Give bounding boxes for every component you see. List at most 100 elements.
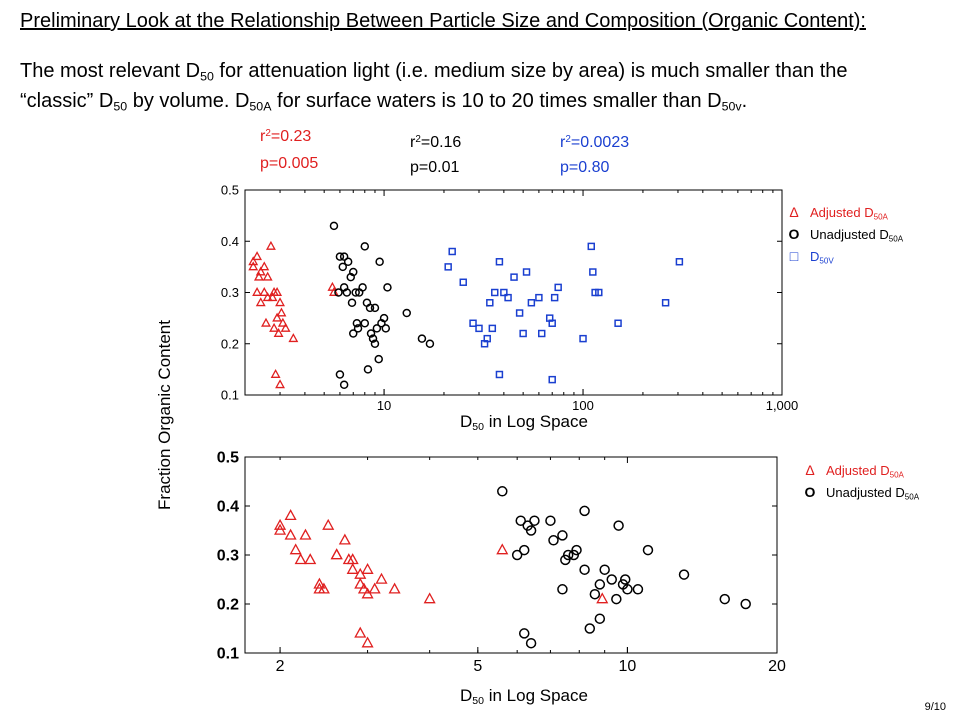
- bottom-chart-unadjusted-point: [594, 613, 606, 624]
- top-chart-d50v-point: [500, 288, 508, 297]
- bottom-chart-adjusted-point: [388, 582, 401, 594]
- top-chart-unadjusted-point: [366, 329, 376, 338]
- bottom-chart-unadjusted-point: [557, 584, 568, 595]
- top-chart-unadjusted-point: [339, 283, 349, 292]
- bottom-chart-unadjusted-point: [579, 505, 590, 517]
- top-chart-d50v-point: [589, 268, 597, 276]
- bottom-chart-adjusted-point: [354, 577, 367, 589]
- bottom-chart-unadjusted-point: [642, 544, 654, 556]
- top-chart-unadjusted-point: [339, 380, 349, 389]
- top-chart-y-tick-label: 0.1: [221, 388, 239, 403]
- subtitle-sub: 50: [113, 99, 128, 114]
- bottom-chart-adjusted-point: [375, 572, 388, 584]
- bottom-chart-adjusted-point: [338, 533, 351, 545]
- bottom-chart-y-tick-label: 0.4: [217, 499, 239, 516]
- top-chart-unadjusted-point: [362, 298, 372, 307]
- top-chart-x-tick-label: 100: [572, 398, 594, 413]
- bottom-chart-unadjusted-point: [611, 593, 622, 605]
- bottom-chart-unadjusted-point: [560, 554, 571, 566]
- bottom-chart-adjusted-point: [496, 543, 509, 555]
- subtitle-text: The most relevant D: [20, 60, 201, 82]
- bottom-chart-unadjusted-point: [599, 564, 610, 575]
- bottom-chart-unadjusted-point: [632, 584, 644, 595]
- bottom-chart-adjusted-point: [299, 528, 312, 540]
- top-chart-unadjusted-point: [334, 288, 343, 297]
- top-chart-adjusted-point: [273, 327, 284, 337]
- bottom-chart-y-tick-label: 0.2: [217, 597, 239, 614]
- bottom-chart-adjusted-point: [330, 548, 343, 560]
- top-chart-d50v-point: [675, 258, 684, 266]
- top-chart-unadjusted-point: [375, 257, 384, 266]
- top-chart-d50v-point: [510, 273, 518, 281]
- bottom-chart-unadjusted-point: [525, 637, 537, 649]
- top-chart-adjusted-point: [276, 307, 287, 317]
- top-chart-unadjusted-point: [377, 319, 386, 328]
- bottom-chart-x-axis-label: D50 in Log Space: [460, 686, 588, 708]
- bottom-chart-unadjusted-point: [740, 598, 751, 610]
- top-chart-adjusted-point: [259, 261, 270, 271]
- bottom-chart-unadjusted-point: [545, 515, 556, 526]
- top-chart-plot-frame: [244, 189, 783, 396]
- top-chart-unadjusted-point: [335, 252, 345, 261]
- top-chart-unadjusted-point: [360, 319, 370, 328]
- bottom-chart-unadjusted-point: [525, 525, 537, 536]
- top-chart-unadjusted-point: [347, 298, 357, 307]
- top-chart-d50v-point: [614, 319, 622, 327]
- top-chart-adjusted-point: [255, 266, 266, 276]
- bottom-chart-adjusted-point: [294, 553, 307, 565]
- top-chart-unadjusted-point: [343, 257, 353, 266]
- top-chart-d50v-point: [469, 319, 477, 327]
- top-chart-d50v-point: [459, 278, 467, 286]
- top-chart-adjusted-point: [275, 379, 285, 389]
- bottom-chart-adjusted-point: [330, 548, 343, 560]
- square-icon: □: [789, 248, 799, 264]
- top-chart-d50v-point: [495, 370, 504, 379]
- top-chart-adjusted-point: [255, 297, 266, 307]
- bottom-chart-unadjusted-point: [719, 593, 731, 605]
- triangle-icon: Δ: [789, 204, 799, 220]
- top-chart-adjusted-point: [253, 271, 264, 281]
- top-chart-adjusted-point: [329, 286, 339, 296]
- top-chart-unadjusted-point: [358, 283, 367, 292]
- bottom-chart-adjusted-point: [423, 592, 436, 604]
- legend-item-adjusted: Δ Adjusted D50A: [802, 462, 919, 478]
- bottom-chart-unadjusted-point: [557, 530, 568, 541]
- top-chart-adjusted-point: [270, 368, 281, 378]
- top-chart-d50v-point: [486, 299, 494, 307]
- top-chart-adjusted-point: [288, 333, 299, 343]
- top-chart-unadjusted-point: [402, 308, 411, 318]
- bottom-chart-adjusted-point: [284, 528, 297, 540]
- top-chart-adjusted-point: [280, 322, 291, 332]
- top-chart-adjusted-point: [265, 240, 276, 250]
- top-chart-adjusted-point: [275, 297, 285, 307]
- bottom-chart-adjusted-point: [313, 577, 326, 589]
- subtitle-text: .: [741, 90, 748, 112]
- top-chart-unadjusted-point: [374, 354, 383, 364]
- top-chart-adjusted-point: [267, 292, 278, 302]
- top-chart-unadjusted-point: [372, 324, 382, 333]
- bottom-chart-y-tick-label: 0.5: [217, 450, 239, 467]
- bottom-chart-adjusted-point: [596, 592, 609, 604]
- top-chart-unadjusted-point: [368, 334, 378, 343]
- top-chart-unadjusted-point: [353, 324, 363, 333]
- top-chart-d50v-point: [579, 334, 587, 343]
- top-chart-adjusted-point: [261, 317, 271, 327]
- bottom-chart-unadjusted-point: [613, 520, 624, 531]
- top-chart-y-tick-label: 0.2: [221, 336, 239, 351]
- top-chart-d50v-point: [475, 324, 483, 333]
- top-chart-unadjusted-point: [349, 329, 358, 338]
- bottom-chart-unadjusted-point: [606, 574, 617, 585]
- bottom-chart-adjusted-point: [354, 626, 367, 638]
- subtitle-line-2: “classic” D50 by volume. D50A for surfac…: [20, 90, 747, 113]
- top-chart-d50v-point: [444, 263, 452, 271]
- stat-adjusted-p: p=0.005: [260, 155, 319, 172]
- top-chart-d50v-point: [515, 309, 524, 317]
- triangle-icon: Δ: [805, 462, 815, 478]
- top-chart-unadjusted-point: [363, 365, 373, 374]
- stat-d50v-p: p=0.80: [560, 159, 610, 176]
- top-chart-adjusted-point: [248, 256, 259, 266]
- top-chart-unadjusted-point: [352, 319, 362, 328]
- bottom-chart-unadjusted-point: [529, 515, 540, 526]
- bottom-chart-adjusted-point: [322, 518, 335, 530]
- top-chart-unadjusted-point: [370, 303, 380, 313]
